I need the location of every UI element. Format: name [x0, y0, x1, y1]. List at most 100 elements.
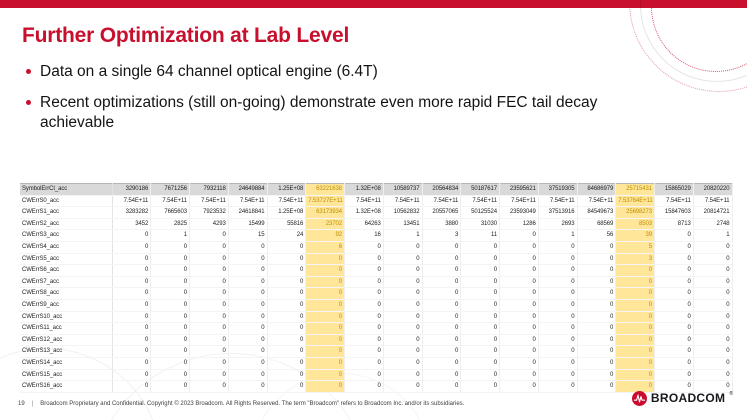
table-cell: 7.54E+11 [383, 195, 423, 208]
row-label: CWErrS11_acc [20, 322, 113, 335]
table-cell: 7.54E+11 [112, 195, 152, 208]
row-label: CWErrS3_acc [20, 229, 113, 242]
table-cell: 0 [150, 369, 190, 382]
table-cell: 0 [460, 369, 500, 382]
row-label: CWErrS5_acc [20, 253, 113, 266]
table-cell: 5 [615, 241, 655, 254]
table-cell: 7.54E+11 [577, 195, 617, 208]
row-label: CWErrS14_acc [20, 357, 113, 370]
table-cell: 0 [305, 345, 345, 358]
table-cell: 0 [538, 322, 578, 335]
table-cell: 0 [615, 345, 655, 358]
table-cell: 7665603 [150, 206, 190, 219]
table-cell: 0 [654, 299, 694, 312]
table-cell: 8503 [615, 218, 655, 231]
row-label: CWErrS10_acc [20, 311, 113, 324]
table-cell: 0 [150, 380, 190, 393]
table-cell: 0 [267, 287, 307, 300]
table-cell: 0 [654, 380, 694, 393]
table-cell: 63173934 [305, 206, 345, 219]
bullet-item: Data on a single 64 channel optical engi… [24, 62, 672, 82]
table-cell: 0 [615, 311, 655, 324]
table-cell: 50187617 [460, 183, 500, 196]
table-cell: 0 [538, 311, 578, 324]
table-cell: 23595621 [499, 183, 539, 196]
table-cell: 0 [460, 322, 500, 335]
table-cell: 20820220 [693, 183, 733, 196]
table-cell: 0 [654, 322, 694, 335]
table-cell: 0 [189, 311, 229, 324]
table-cell: 0 [460, 345, 500, 358]
table-cell: 7.54E+11 [693, 195, 733, 208]
table-cell: 0 [228, 311, 268, 324]
table-cell: 0 [693, 334, 733, 347]
table-cell: 0 [228, 276, 268, 289]
table-cell: 0 [499, 276, 539, 289]
table-row: CWErrS14_acc 0 0 0 0 0 0 0 0 0 0 0 0 0 0 0 0 [20, 357, 733, 370]
table-cell: 0 [460, 241, 500, 254]
footer-copyright-text: Broadcom Proprietary and Confidential. C… [40, 401, 465, 407]
table-cell: 24 [267, 229, 307, 242]
table-cell: 0 [693, 380, 733, 393]
table-cell: 0 [693, 264, 733, 277]
table-cell: 0 [538, 299, 578, 312]
table-cell: 0 [422, 369, 462, 382]
table-cell: 0 [344, 380, 384, 393]
table-cell: 7671256 [150, 183, 190, 196]
table-cell: 0 [228, 334, 268, 347]
page-number: 19 [18, 401, 25, 407]
table-cell: 3880 [422, 218, 462, 231]
table-cell: 0 [383, 264, 423, 277]
table-cell: 0 [422, 287, 462, 300]
row-label: CWErrS1_acc [20, 206, 113, 219]
table-cell: 56 [577, 229, 617, 242]
table-cell: 0 [422, 299, 462, 312]
table-cell: 23593049 [499, 206, 539, 219]
table-cell: 0 [150, 334, 190, 347]
table-cell: 0 [112, 345, 152, 358]
table-cell: 0 [150, 311, 190, 324]
table-cell: 0 [499, 345, 539, 358]
table-cell: 0 [693, 345, 733, 358]
table-cell: 0 [305, 369, 345, 382]
table-cell: 0 [150, 276, 190, 289]
table-cell: 0 [460, 334, 500, 347]
row-label: CWErrS16_acc [20, 380, 113, 393]
table-cell: 0 [460, 253, 500, 266]
table-cell: 0 [693, 299, 733, 312]
table-cell: 50125524 [460, 206, 500, 219]
table-cell: 0 [577, 299, 617, 312]
table-cell: 0 [305, 276, 345, 289]
table-cell: 0 [383, 311, 423, 324]
table-cell: 0 [422, 380, 462, 393]
table-row: CWErrS2_acc 3452 2825 4293 15499 55816 23702 64… [20, 218, 733, 231]
table-cell: 0 [267, 276, 307, 289]
table-cell: 1 [693, 229, 733, 242]
table-cell: 0 [654, 253, 694, 266]
row-label: CWErrS7_acc [20, 276, 113, 289]
table-cell: 13451 [383, 218, 423, 231]
table-cell: 0 [112, 357, 152, 370]
table-cell: 0 [460, 287, 500, 300]
table-cell: 0 [383, 345, 423, 358]
table-cell: 0 [383, 322, 423, 335]
table-cell: 2825 [150, 218, 190, 231]
table-cell: 0 [189, 322, 229, 335]
table-cell: 20564834 [422, 183, 462, 196]
table-cell: 3452 [112, 218, 152, 231]
table-cell: 15865029 [654, 183, 694, 196]
table-cell: 10589737 [383, 183, 423, 196]
table-cell: 0 [577, 276, 617, 289]
table-cell: 0 [615, 287, 655, 300]
table-cell: 3 [615, 253, 655, 266]
table-cell: 0 [228, 369, 268, 382]
table-cell: 0 [383, 369, 423, 382]
table-cell: 0 [305, 287, 345, 300]
table-cell: 0 [499, 357, 539, 370]
table-cell: 0 [654, 311, 694, 324]
table-cell: 0 [344, 322, 384, 335]
table-cell: 0 [693, 357, 733, 370]
table-cell: 6 [305, 241, 345, 254]
table-cell: 0 [383, 299, 423, 312]
table-cell: 0 [344, 276, 384, 289]
